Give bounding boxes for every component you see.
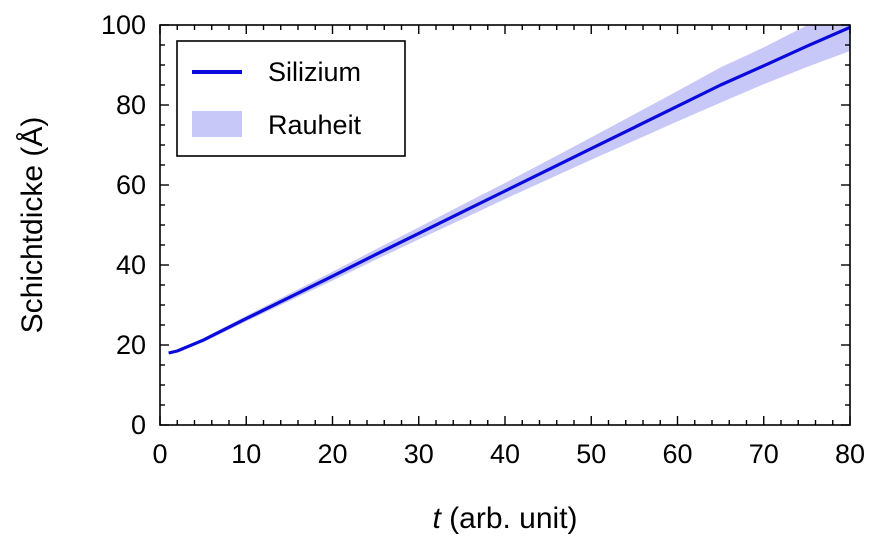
x-tick-label: 40 (490, 439, 520, 469)
x-tick-label: 50 (576, 439, 606, 469)
legend-label-rauheit: Rauheit (268, 110, 362, 140)
legend: Silizium Rauheit (176, 40, 406, 157)
x-tick-label: 80 (835, 439, 865, 469)
y-tick-label: 20 (116, 330, 146, 360)
x-axis-label-variable: t (432, 502, 442, 535)
x-tick-label: 10 (231, 439, 261, 469)
x-tick-label: 30 (404, 439, 434, 469)
series-silizium-line (168, 25, 850, 355)
x-tick-label: 20 (317, 439, 347, 469)
x-axis-label: t (arb. unit) (432, 502, 577, 535)
y-tick-label: 0 (131, 410, 146, 440)
legend-label-silizium: Silizium (268, 57, 361, 87)
y-tick-label: 40 (116, 250, 146, 280)
y-tick-label: 100 (101, 10, 146, 40)
x-tick-label: 70 (749, 439, 779, 469)
y-axis-label: Schichtdicke (Å) (16, 117, 49, 334)
x-tick-label: 60 (662, 439, 692, 469)
legend-swatch-rauheit (192, 111, 242, 137)
y-tick-label: 60 (116, 170, 146, 200)
plot-frame (159, 24, 851, 426)
plot-area (168, 25, 850, 355)
tick-labels: 0 10 20 30 40 50 60 70 80 0 20 40 60 80 100 (101, 10, 865, 469)
x-axis-label-unit: (arb. unit) (441, 502, 578, 535)
y-tick-label: 80 (116, 90, 146, 120)
x-tick-label: 0 (152, 439, 167, 469)
